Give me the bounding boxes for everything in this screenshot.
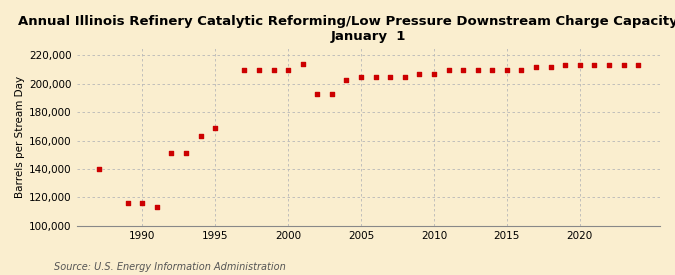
Point	[458, 67, 468, 72]
Point	[618, 63, 629, 68]
Point	[356, 75, 367, 79]
Point	[487, 67, 497, 72]
Point	[195, 134, 206, 139]
Point	[312, 92, 323, 96]
Point	[268, 67, 279, 72]
Point	[254, 67, 265, 72]
Point	[283, 67, 294, 72]
Point	[502, 67, 512, 72]
Point	[210, 126, 221, 130]
Point	[531, 65, 541, 69]
Point	[93, 167, 104, 171]
Point	[327, 92, 338, 96]
Point	[400, 75, 410, 79]
Point	[516, 67, 527, 72]
Point	[429, 72, 439, 76]
Point	[166, 151, 177, 156]
Point	[341, 77, 352, 82]
Point	[181, 151, 192, 156]
Y-axis label: Barrels per Stream Day: Barrels per Stream Day	[15, 76, 25, 198]
Point	[414, 72, 425, 76]
Point	[137, 201, 148, 205]
Point	[560, 63, 570, 68]
Point	[151, 205, 162, 210]
Point	[603, 63, 614, 68]
Text: Source: U.S. Energy Information Administration: Source: U.S. Energy Information Administ…	[54, 262, 286, 272]
Point	[297, 62, 308, 66]
Point	[632, 63, 643, 68]
Point	[589, 63, 600, 68]
Point	[545, 65, 556, 69]
Point	[472, 67, 483, 72]
Point	[239, 67, 250, 72]
Point	[385, 75, 396, 79]
Point	[122, 201, 133, 205]
Point	[443, 67, 454, 72]
Title: Annual Illinois Refinery Catalytic Reforming/Low Pressure Downstream Charge Capa: Annual Illinois Refinery Catalytic Refor…	[18, 15, 675, 43]
Point	[574, 63, 585, 68]
Point	[370, 75, 381, 79]
